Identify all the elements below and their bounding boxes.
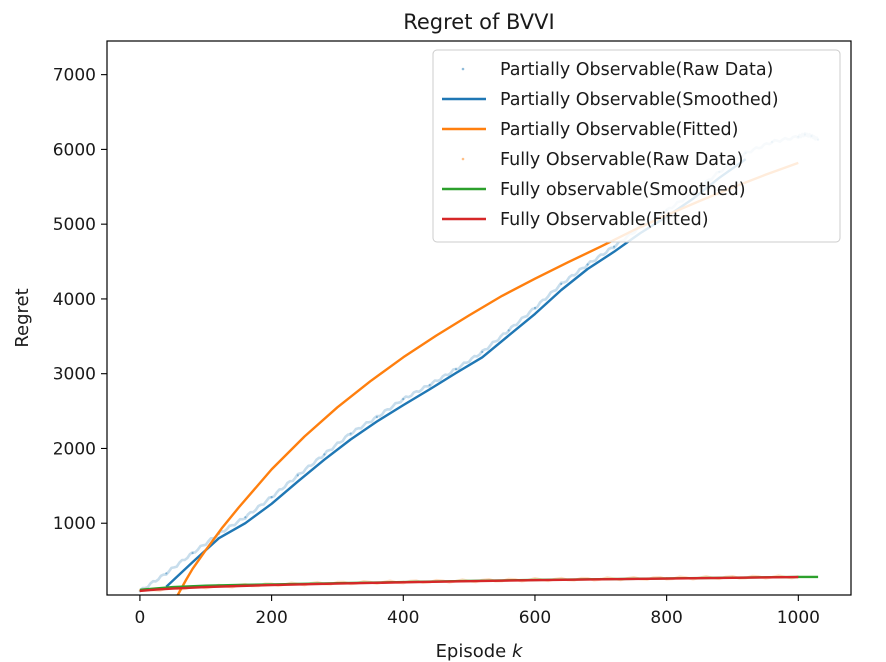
y-tick-label: 4000 xyxy=(53,290,96,310)
series-0-point xyxy=(349,432,352,435)
y-tick-label: 7000 xyxy=(53,66,96,86)
series-0-point xyxy=(454,368,458,371)
x-tick-label: 800 xyxy=(650,608,682,628)
x-tick-label: 1000 xyxy=(777,608,820,628)
y-tick-label: 5000 xyxy=(53,215,96,235)
series-0-point xyxy=(612,245,616,248)
legend-label-0: Partially Observable(Raw Data) xyxy=(500,60,773,80)
legend: Partially Observable(Raw Data) Partially … xyxy=(432,49,841,243)
x-axis-title-variable: k xyxy=(512,641,524,662)
legend-label-1: Partially Observable(Smoothed) xyxy=(500,90,779,110)
y-tick-label: 6000 xyxy=(53,140,96,160)
x-tick-label: 600 xyxy=(519,608,551,628)
y-tick-label: 2000 xyxy=(53,439,96,459)
legend-box xyxy=(432,49,841,243)
y-axis-title: Regret xyxy=(12,288,33,347)
legend-label-3: Fully Observable(Raw Data) xyxy=(500,150,743,170)
series-0-point xyxy=(428,383,431,386)
axis-ticks: 0 200 400 600 800 1000 1000 2000 3000 4000 5000 600… xyxy=(53,66,820,628)
y-tick-label: 3000 xyxy=(53,365,96,385)
x-tick-label: 400 xyxy=(387,608,419,628)
series-0-point xyxy=(244,516,247,519)
series-0-point xyxy=(323,453,326,456)
series-0-point xyxy=(270,496,273,499)
chart-title: Regret of BVVI xyxy=(403,10,555,34)
x-axis-title: Episode k xyxy=(436,641,524,662)
series-0-point xyxy=(402,398,405,401)
series-0-point xyxy=(586,263,589,266)
legend-label-4: Fully observable(Smoothed) xyxy=(500,180,746,200)
axes-frame xyxy=(106,40,852,596)
series-0-point xyxy=(560,282,563,286)
legend-marker-0 xyxy=(461,67,465,71)
legend-marker-3 xyxy=(461,157,465,161)
y-tick-label: 1000 xyxy=(53,514,96,534)
series-5-line xyxy=(139,575,799,593)
series-0-point xyxy=(481,350,484,354)
series-0-point xyxy=(165,572,168,575)
series-0-point xyxy=(533,306,537,309)
series-0-point xyxy=(375,416,378,419)
legend-label-5: Fully Observable(Fitted) xyxy=(500,210,709,230)
series-0-point xyxy=(507,329,510,332)
x-axis-title-text: Episode xyxy=(436,641,512,662)
legend-label-2: Partially Observable(Fitted) xyxy=(500,120,738,140)
series-0-point xyxy=(296,474,299,477)
x-tick-label: 200 xyxy=(255,608,287,628)
x-tick-label: 0 xyxy=(135,608,146,628)
series-0-point xyxy=(191,552,194,555)
